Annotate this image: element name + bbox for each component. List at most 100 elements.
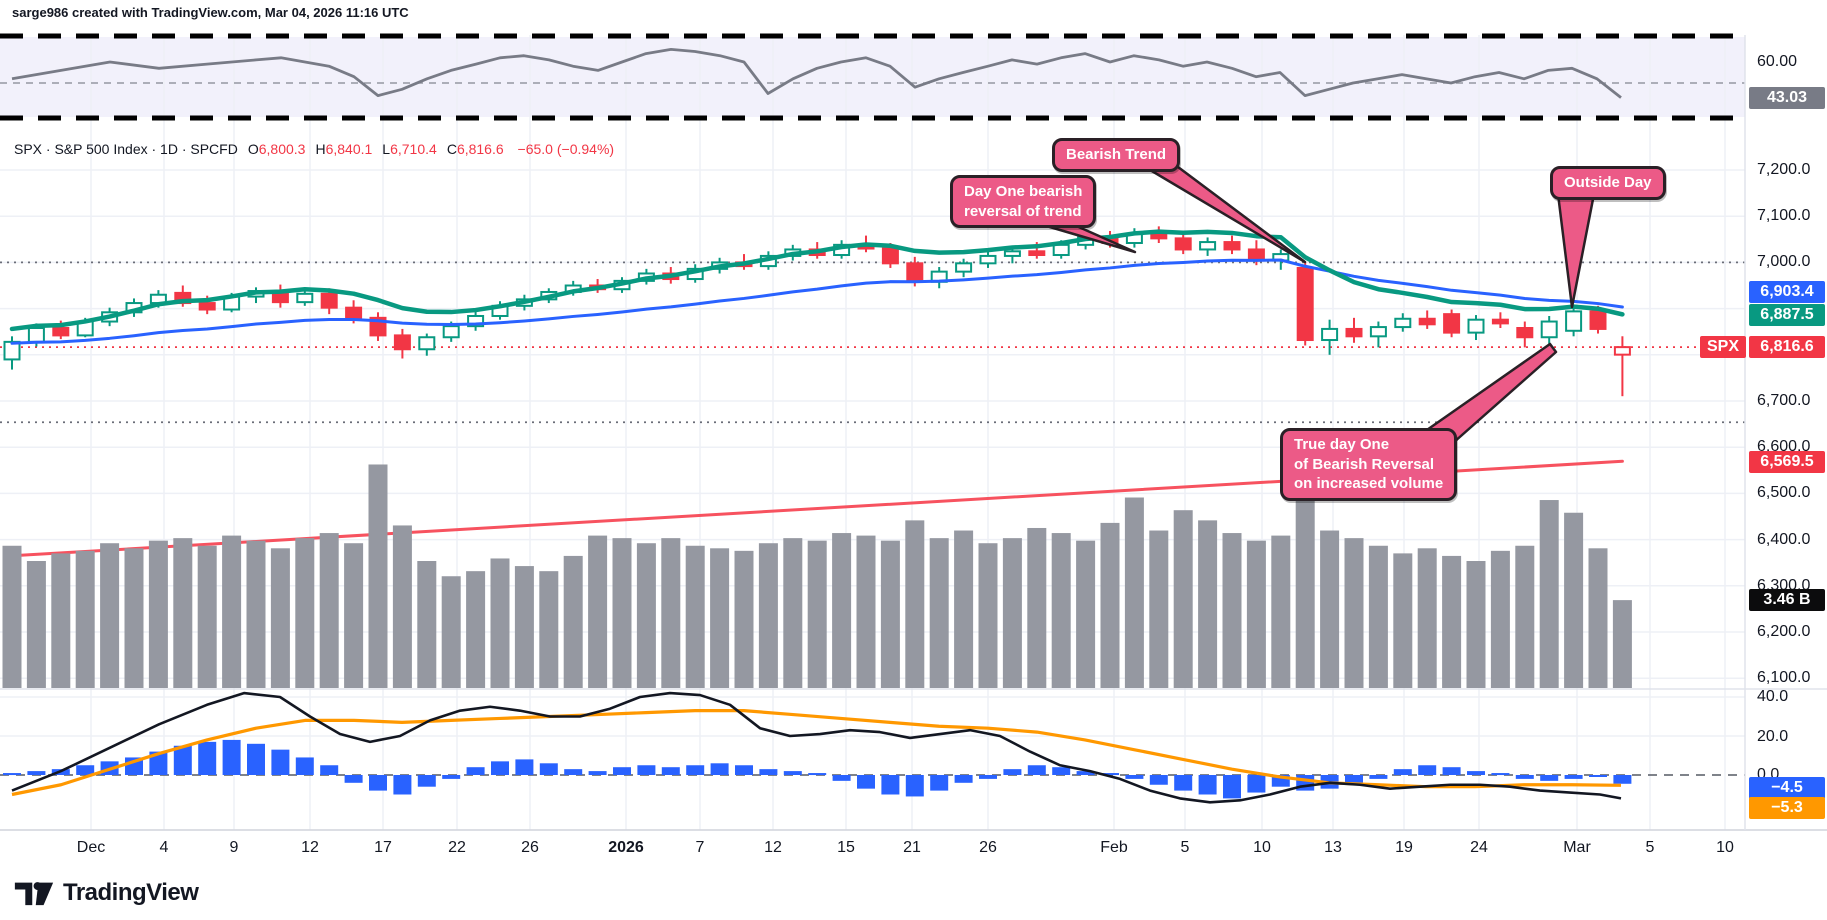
callout-text-line: Bearish Trend — [1066, 146, 1167, 163]
axis-time-label: 17 — [374, 839, 392, 856]
macd-histogram-bar — [1393, 769, 1412, 775]
attribution-header: sarge986 created with TradingView.com, M… — [12, 5, 409, 20]
macd-histogram-bar — [222, 739, 241, 775]
candle-body — [345, 306, 363, 319]
macd-histogram-bar — [686, 765, 705, 775]
tradingview-logo[interactable]: TradingView — [14, 876, 199, 910]
volume-bar — [295, 538, 315, 688]
volume-bar — [173, 538, 193, 688]
macd-histogram-bar — [1540, 775, 1559, 781]
volume-bar — [954, 530, 974, 688]
macd-histogram-bar — [320, 765, 339, 775]
volume-bar — [1393, 553, 1413, 688]
candle-body — [955, 262, 973, 273]
volume-bar — [807, 540, 827, 688]
volume-bar — [2, 545, 22, 688]
symbol-title[interactable]: SPX · S&P 500 Index · 1D · SPCFD — [14, 141, 238, 157]
volume-bar — [344, 543, 364, 688]
volume-bar — [1149, 530, 1169, 688]
ma-slow-value-badge: 6,903.4 — [1749, 281, 1825, 303]
macd-histogram-bar — [1589, 775, 1607, 777]
volume-bar — [685, 545, 705, 688]
volume-bar — [368, 464, 388, 688]
macd-histogram-bar — [1052, 767, 1071, 775]
outside-day-tail[interactable] — [1556, 192, 1596, 309]
candle-body — [393, 334, 411, 351]
callout-text-line: on increased volume — [1294, 475, 1444, 492]
candle-body — [418, 336, 436, 351]
callout-text-line: of Bearish Reversal — [1294, 455, 1435, 473]
slow-ma-line — [10, 258, 1624, 345]
axis-time-label: Mar — [1563, 839, 1591, 856]
candle-body — [1443, 313, 1461, 334]
symbol-legend[interactable]: SPX · S&P 500 Index · 1D · SPCFD O6,800.3… — [14, 141, 614, 157]
volume-bar — [1490, 550, 1510, 688]
ohlc-key: C — [446, 141, 457, 157]
legend-change: −65.0 (−0.94%) — [517, 141, 615, 157]
macd-histogram-bar — [1515, 775, 1534, 779]
volume-bar — [1051, 533, 1071, 688]
candle-body — [1369, 326, 1387, 338]
axis-time-label: 24 — [1470, 839, 1488, 856]
volume-bar — [319, 533, 339, 688]
macd-histogram-bar — [1418, 765, 1437, 775]
bearish-trend-tail[interactable] — [1133, 159, 1307, 264]
volume-bar — [148, 540, 168, 688]
candle-body — [1174, 237, 1192, 251]
tradingview-mark-icon — [14, 882, 54, 906]
axis-time-label: 5 — [1180, 839, 1190, 856]
macd-histogram-bar — [1027, 765, 1046, 775]
volume-bar — [588, 535, 608, 688]
true-day-one-callout[interactable]: True day One of Bearish Reversal on increa… — [1280, 428, 1458, 501]
axis-time-label: 4 — [159, 839, 169, 856]
macd-histogram-bar — [1125, 775, 1144, 779]
macd-histogram-bar — [1101, 773, 1119, 776]
volume-bar — [1466, 561, 1486, 688]
volume-bar — [246, 540, 266, 688]
macd-histogram-bar — [759, 769, 778, 775]
macd-histogram-bar — [198, 741, 217, 775]
macd-histogram-bar — [905, 775, 924, 797]
macd-histogram-bar — [783, 771, 802, 775]
volume-bar — [978, 543, 998, 688]
axis-time-label: 21 — [903, 839, 921, 856]
macd-histogram-bar — [3, 773, 21, 776]
axis-time-label: Feb — [1100, 839, 1128, 856]
outside-day-callout[interactable]: Outside Day — [1550, 166, 1666, 200]
macd-histogram-bar — [881, 775, 900, 795]
volume-bar — [26, 561, 46, 688]
volume-bar — [832, 533, 852, 688]
candle-body — [1394, 317, 1412, 329]
callout-text-line: Outside Day — [1564, 174, 1652, 191]
volume-bar — [441, 576, 461, 688]
candle-body — [906, 262, 924, 283]
candle-body — [881, 247, 899, 265]
volume-bar — [1442, 555, 1462, 688]
bearish-trend-callout[interactable]: Bearish Trend — [1052, 138, 1181, 172]
ohlc-value: 6,840.1 — [325, 141, 373, 157]
volume-bar — [270, 548, 290, 688]
axis-price-label: 6,500.0 — [1757, 484, 1811, 502]
tradingview-logo-text: TradingView — [63, 879, 199, 906]
macd-histogram-bar — [369, 775, 387, 791]
callout-text-line: Day One bearish — [964, 183, 1083, 200]
axis-time-label: 13 — [1324, 839, 1342, 856]
candle-body — [467, 314, 485, 328]
volume-bar — [490, 558, 510, 688]
day-one-bearish-callout[interactable]: Day One bearish reversal of trend — [950, 175, 1097, 228]
macd-histogram-bar — [271, 749, 290, 775]
axis-time-label: 12 — [301, 839, 319, 856]
axis-time-label: 7 — [695, 839, 705, 856]
macd-histogram-bar — [1198, 775, 1217, 795]
ohlc-key: H — [315, 141, 326, 157]
ohlc-key: L — [382, 141, 391, 157]
macd-histogram-bar — [979, 775, 997, 779]
candle-body — [1028, 250, 1046, 257]
axis-time-label: 19 — [1395, 839, 1413, 856]
macd-histogram-bar — [491, 761, 509, 775]
candle-body — [1345, 327, 1363, 338]
volume-bar — [1295, 494, 1315, 688]
macd-histogram-bar — [1271, 775, 1290, 787]
